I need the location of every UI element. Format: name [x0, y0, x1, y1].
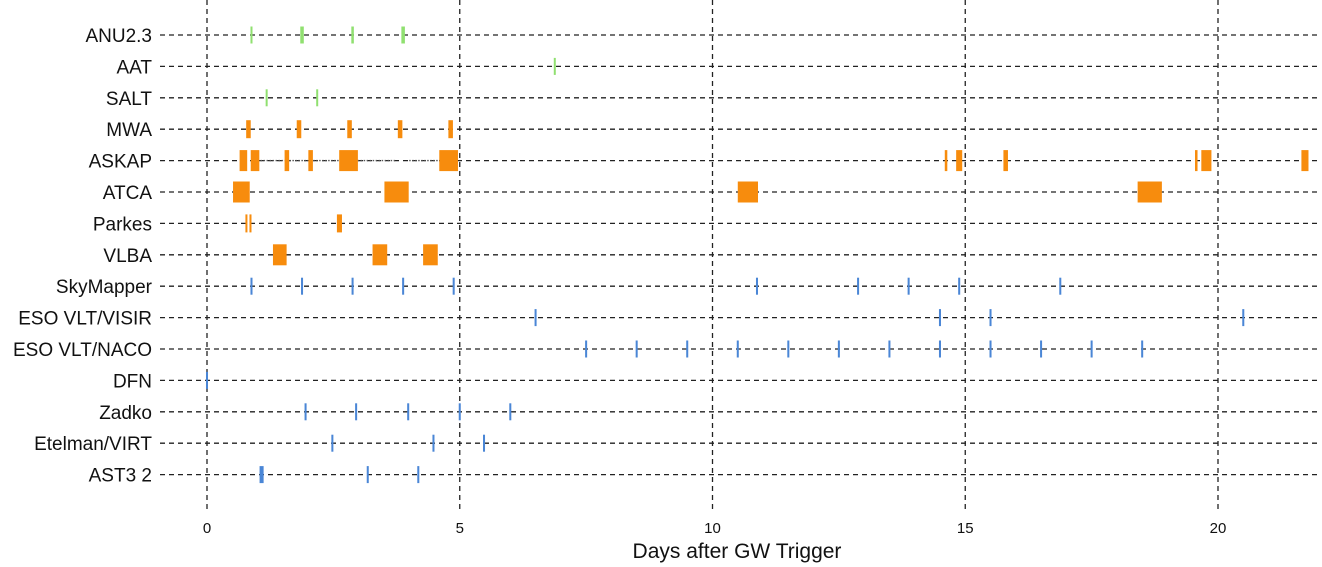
- observation-mark-atca-2: [737, 181, 758, 203]
- observation-mark-etelman-virt-0: [331, 434, 334, 452]
- observation-mark-vlba-1: [372, 244, 388, 266]
- observation-mark-skymapper-2: [351, 277, 354, 295]
- observation-mark-askap-3: [308, 150, 313, 172]
- observation-mark-eso-vlt-naco-11: [1141, 340, 1144, 358]
- observation-mark-eso-vlt-naco-9: [1040, 340, 1043, 358]
- observation-mark-eso-vlt-visir-2: [989, 309, 992, 327]
- observation-mark-eso-vlt-naco-5: [837, 340, 840, 358]
- row-label-eso-vlt-visir: ESO VLT/VISIR: [18, 309, 152, 330]
- observation-mark-skymapper-0: [250, 277, 253, 295]
- observation-mark-ast3-2-1: [366, 466, 369, 484]
- observation-mark-ast3-2-2: [417, 466, 420, 484]
- row-label-ast3-2: AST3 2: [89, 466, 152, 487]
- observation-mark-askap-5: [439, 150, 458, 172]
- observation-mark-parkes-1: [249, 214, 252, 233]
- observation-mark-skymapper-8: [958, 277, 961, 295]
- x-tick-label-0: 0: [203, 520, 211, 537]
- row-label-eso-vlt-naco: ESO VLT/NACO: [13, 340, 152, 361]
- observation-mark-anu2-3-0: [250, 26, 253, 44]
- observation-mark-skymapper-1: [301, 277, 304, 295]
- row-label-mwa: MWA: [106, 120, 152, 141]
- observation-mark-mwa-2: [347, 120, 352, 139]
- observation-mark-eso-vlt-naco-6: [888, 340, 891, 358]
- observation-mark-askap-9: [1194, 150, 1198, 172]
- observation-mark-anu2-3-2: [351, 26, 354, 44]
- observation-mark-zadko-1: [355, 403, 358, 421]
- observation-mark-eso-vlt-naco-10: [1090, 340, 1093, 358]
- row-label-parkes: Parkes: [93, 214, 152, 235]
- observation-mark-eso-vlt-naco-1: [635, 340, 638, 358]
- observation-mark-atca-3: [1137, 181, 1162, 203]
- observation-mark-skymapper-5: [755, 277, 758, 295]
- observation-mark-atca-0: [233, 181, 250, 203]
- observation-mark-ast3-2-0: [259, 466, 264, 484]
- observation-mark-eso-vlt-visir-1: [938, 309, 941, 327]
- observation-mark-atca-1: [384, 181, 409, 203]
- observation-mark-eso-vlt-naco-0: [585, 340, 588, 358]
- observation-mark-mwa-0: [246, 120, 251, 139]
- mark-layer: [205, 26, 1309, 484]
- observation-mark-mwa-4: [448, 120, 453, 139]
- observation-mark-eso-vlt-naco-8: [989, 340, 992, 358]
- observation-mark-askap-11: [1301, 150, 1309, 172]
- observation-mark-mwa-3: [397, 120, 403, 139]
- observation-mark-dfn-0: [205, 371, 209, 389]
- observation-mark-eso-vlt-visir-0: [534, 309, 537, 327]
- observation-mark-skymapper-7: [907, 277, 910, 295]
- grid-layer: [160, 0, 1320, 512]
- x-tick-label-20: 20: [1210, 520, 1227, 537]
- observation-mark-zadko-2: [407, 403, 410, 421]
- row-label-dfn: DFN: [113, 371, 152, 392]
- row-label-zadko: Zadko: [99, 403, 152, 424]
- observation-mark-zadko-4: [509, 403, 512, 421]
- row-label-atca: ATCA: [103, 183, 153, 204]
- row-label-vlba: VLBA: [103, 246, 152, 267]
- observation-mark-salt-0: [265, 89, 268, 107]
- observation-mark-askap-10: [1201, 150, 1212, 172]
- observation-mark-zadko-3: [458, 403, 461, 421]
- row-label-aat: AAT: [116, 57, 152, 78]
- observation-mark-aat-0: [553, 57, 556, 75]
- observation-mark-eso-vlt-visir-3: [1242, 309, 1245, 327]
- observation-mark-askap-2: [284, 150, 290, 172]
- observation-mark-parkes-0: [245, 214, 248, 233]
- label-layer: 0 5 10 15 20 ANU2.3 AAT SALT MWA ASKAP ATCA Parkes V…: [13, 26, 1226, 537]
- observation-mark-eso-vlt-naco-7: [938, 340, 941, 358]
- row-label-salt: SALT: [106, 89, 153, 110]
- observation-mark-vlba-2: [423, 244, 438, 266]
- observation-mark-anu2-3-3: [401, 26, 405, 44]
- observation-mark-etelman-virt-2: [483, 434, 486, 452]
- x-axis-label: Days after GW Trigger: [633, 540, 842, 563]
- observation-mark-salt-1: [316, 89, 319, 107]
- observation-mark-eso-vlt-naco-4: [787, 340, 790, 358]
- x-tick-label-15: 15: [957, 520, 974, 537]
- row-label-etelman-virt: Etelman/VIRT: [34, 434, 152, 455]
- observation-mark-askap-4: [339, 150, 358, 172]
- observation-mark-parkes-2: [336, 214, 342, 233]
- observation-mark-skymapper-4: [452, 277, 455, 295]
- row-label-skymapper: SkyMapper: [56, 277, 153, 298]
- observation-mark-eso-vlt-naco-3: [736, 340, 739, 358]
- observation-mark-askap-6: [944, 150, 948, 172]
- observation-mark-mwa-1: [296, 120, 302, 139]
- observation-mark-askap-8: [1003, 150, 1008, 172]
- observation-mark-etelman-virt-1: [432, 434, 435, 452]
- observation-mark-askap-0: [239, 150, 248, 172]
- observation-mark-skymapper-6: [857, 277, 860, 295]
- observation-mark-askap-1: [250, 150, 260, 172]
- row-label-anu2-3: ANU2.3: [85, 26, 152, 47]
- observation-mark-anu2-3-1: [300, 26, 304, 44]
- row-label-askap: ASKAP: [89, 152, 152, 173]
- observation-mark-zadko-0: [304, 403, 307, 421]
- observation-mark-skymapper-9: [1059, 277, 1062, 295]
- observation-mark-vlba-0: [272, 244, 287, 266]
- observation-mark-skymapper-3: [402, 277, 405, 295]
- x-tick-label-10: 10: [704, 520, 721, 537]
- observation-mark-askap-7: [956, 150, 963, 172]
- x-tick-label-5: 5: [456, 520, 464, 537]
- observation-mark-eso-vlt-naco-2: [686, 340, 689, 358]
